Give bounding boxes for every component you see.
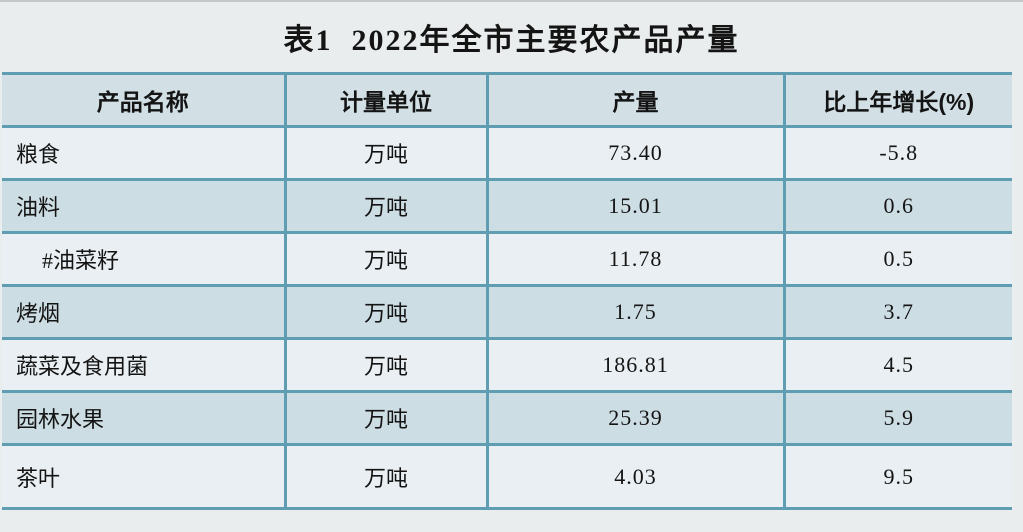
product-name-cell: 油料 — [2, 178, 287, 234]
column-header-unit: 计量单位 — [283, 72, 489, 128]
output-cell: 73.40 — [485, 125, 786, 181]
table-row: 蔬菜及食用菌 万吨 186.81 4.5 — [2, 337, 1012, 393]
table-row: 粮食 万吨 73.40 -5.8 — [2, 125, 1012, 181]
output-cell: 15.01 — [485, 178, 786, 234]
product-name-cell: 蔬菜及食用菌 — [2, 337, 287, 393]
unit-cell: 万吨 — [283, 337, 489, 393]
growth-cell: 9.5 — [782, 443, 1012, 510]
table-header-row: 产品名称 计量单位 产量 比上年增长(%) — [2, 72, 1012, 128]
unit-cell: 万吨 — [283, 390, 489, 446]
agricultural-output-table: 产品名称 计量单位 产量 比上年增长(%) 粮食 万吨 73.40 -5.8 油… — [2, 72, 1012, 510]
product-name-cell: #油菜籽 — [2, 231, 287, 287]
table-row: #油菜籽 万吨 11.78 0.5 — [2, 231, 1012, 287]
growth-cell: 0.6 — [782, 178, 1012, 234]
table-row: 油料 万吨 15.01 0.6 — [2, 178, 1012, 234]
column-header-output: 产量 — [485, 72, 786, 128]
product-name-cell: 茶叶 — [2, 443, 287, 510]
output-cell: 4.03 — [485, 443, 786, 510]
output-cell: 25.39 — [485, 390, 786, 446]
unit-cell: 万吨 — [283, 443, 489, 510]
unit-cell: 万吨 — [283, 125, 489, 181]
unit-cell: 万吨 — [283, 231, 489, 287]
growth-cell: 4.5 — [782, 337, 1012, 393]
table-row: 园林水果 万吨 25.39 5.9 — [2, 390, 1012, 446]
table-row: 茶叶 万吨 4.03 9.5 — [2, 443, 1012, 510]
product-name-cell: 园林水果 — [2, 390, 287, 446]
table-row: 烤烟 万吨 1.75 3.7 — [2, 284, 1012, 340]
growth-cell: 3.7 — [782, 284, 1012, 340]
growth-cell: 0.5 — [782, 231, 1012, 287]
growth-cell: 5.9 — [782, 390, 1012, 446]
unit-cell: 万吨 — [283, 284, 489, 340]
product-name-cell: 粮食 — [2, 125, 287, 181]
output-cell: 186.81 — [485, 337, 786, 393]
table-title: 表1 2022年全市主要农产品产量 — [283, 24, 740, 57]
growth-cell: -5.8 — [782, 125, 1012, 181]
unit-cell: 万吨 — [283, 178, 489, 234]
output-cell: 11.78 — [485, 231, 786, 287]
column-header-growth: 比上年增长(%) — [782, 72, 1012, 128]
product-name-cell: 烤烟 — [2, 284, 287, 340]
output-cell: 1.75 — [485, 284, 786, 340]
column-header-product: 产品名称 — [2, 72, 287, 128]
table-title-bar: 表1 2022年全市主要农产品产量 — [0, 2, 1023, 72]
